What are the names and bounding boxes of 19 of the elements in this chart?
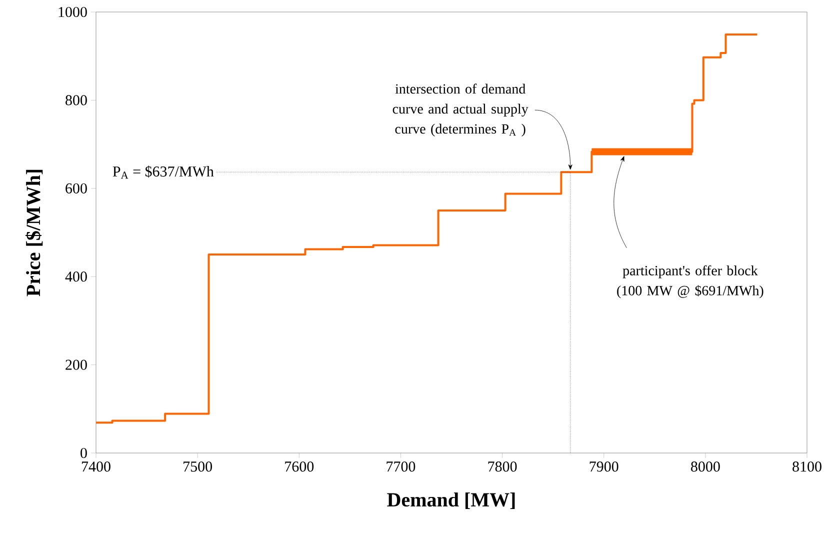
y-tick-label: 800	[66, 95, 87, 106]
y-tick-label: 200	[66, 360, 87, 370]
x-tick-label: 8000	[691, 462, 720, 472]
annotation: participant's offer block (100 MW @ $691/MWh)	[617, 265, 764, 298]
x-tick-label: 8100	[792, 462, 822, 472]
y-axis-title: Price [$/MWh]	[25, 170, 43, 296]
annotation: intersection of demand curve and actual supply curve (determines P$_{A}$ )	[392, 84, 528, 136]
y-tick-label: 0	[80, 448, 87, 458]
x-tick-label: 7700	[386, 462, 416, 472]
x-axis-title: Demand [MW]	[387, 492, 515, 510]
ref-line-label: P$_{A}$ = $637/MWh	[112, 166, 214, 179]
y-tick-label: 400	[65, 272, 87, 282]
x-tick-label: 7500	[184, 462, 212, 472]
x-tick-label: 7400	[82, 462, 110, 472]
y-tick-label: 600	[66, 183, 87, 194]
x-tick-label: 7900	[590, 462, 618, 472]
x-tick-label: 7800	[488, 462, 517, 472]
x-tick-label: 7600	[285, 462, 314, 472]
y-tick-label: 1000	[58, 6, 87, 18]
